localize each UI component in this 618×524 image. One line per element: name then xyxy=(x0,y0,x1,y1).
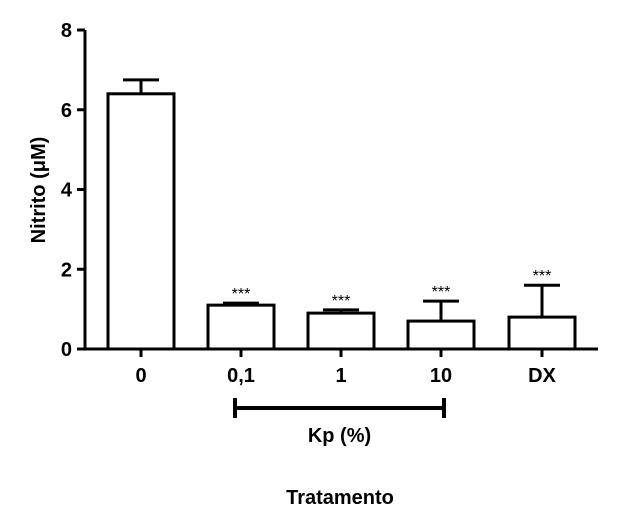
labels-layer: Nitrito (μM) Tratamento Kp (%) *** *** ***… xyxy=(28,137,551,509)
bar xyxy=(306,311,376,351)
significance-label: *** xyxy=(432,284,451,301)
x-axis-title: Tratamento xyxy=(286,487,394,509)
x-tick-label: 0 xyxy=(135,365,146,387)
significance-label: *** xyxy=(232,286,251,303)
x-tick-label: 1 xyxy=(335,365,346,387)
x-tick-label: 10 xyxy=(430,365,452,387)
bars-layer xyxy=(106,78,577,351)
y-tick-label: 4 xyxy=(61,180,73,202)
group-bracket-label: Kp (%) xyxy=(308,425,371,447)
bar xyxy=(406,319,476,351)
x-tick-label: 0,1 xyxy=(227,365,255,387)
x-tick-label: DX xyxy=(528,365,556,387)
bar xyxy=(106,92,176,351)
y-tick-label: 6 xyxy=(61,100,72,122)
y-axis-title: Nitrito (μM) xyxy=(28,137,50,244)
y-tick-label: 2 xyxy=(61,259,72,281)
y-tick-label: 8 xyxy=(61,20,72,42)
bar xyxy=(507,315,577,351)
bar xyxy=(206,303,276,351)
significance-label: *** xyxy=(533,268,552,285)
y-tick-label: 0 xyxy=(61,339,72,361)
significance-label: *** xyxy=(332,293,351,310)
